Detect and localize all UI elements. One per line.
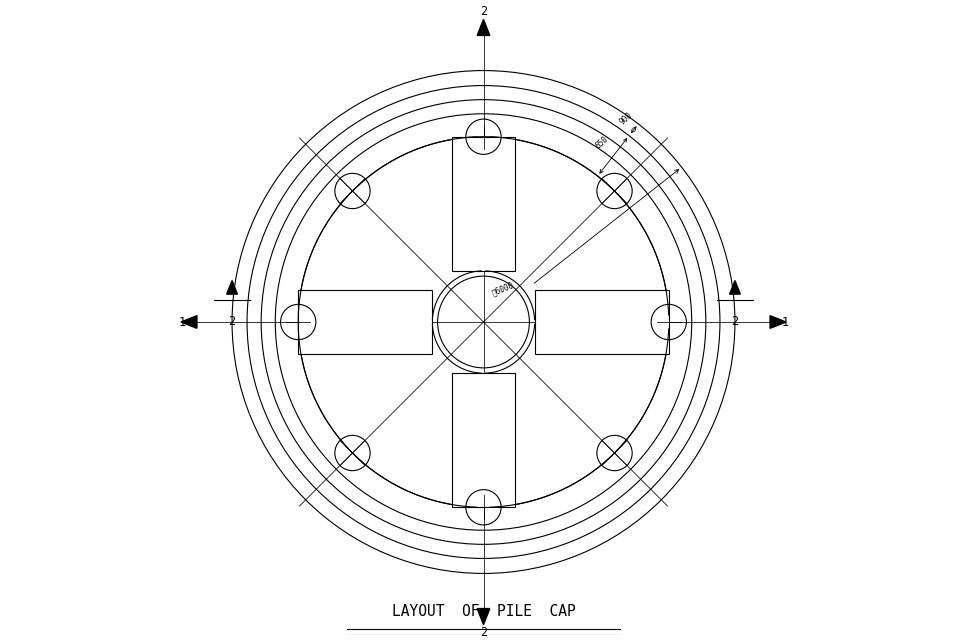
Text: 2: 2 <box>480 5 487 17</box>
Polygon shape <box>181 316 197 328</box>
Polygon shape <box>477 609 490 625</box>
Polygon shape <box>770 316 786 328</box>
Text: 1: 1 <box>178 316 186 328</box>
Text: 2: 2 <box>480 627 487 639</box>
Text: 2: 2 <box>731 315 739 328</box>
Text: 900: 900 <box>618 111 634 126</box>
Text: 650: 650 <box>594 135 610 151</box>
Bar <box>298 290 432 354</box>
Bar <box>535 290 669 354</box>
Text: LAYOUT  OF  PILE  CAP: LAYOUT OF PILE CAP <box>392 604 575 620</box>
Polygon shape <box>226 281 237 294</box>
Polygon shape <box>730 281 741 294</box>
Text: ؀6000: ؀6000 <box>490 281 515 298</box>
Bar <box>452 137 515 271</box>
Text: 2: 2 <box>228 315 236 328</box>
Bar <box>452 373 515 507</box>
Text: 1: 1 <box>781 316 789 328</box>
Polygon shape <box>477 19 490 35</box>
